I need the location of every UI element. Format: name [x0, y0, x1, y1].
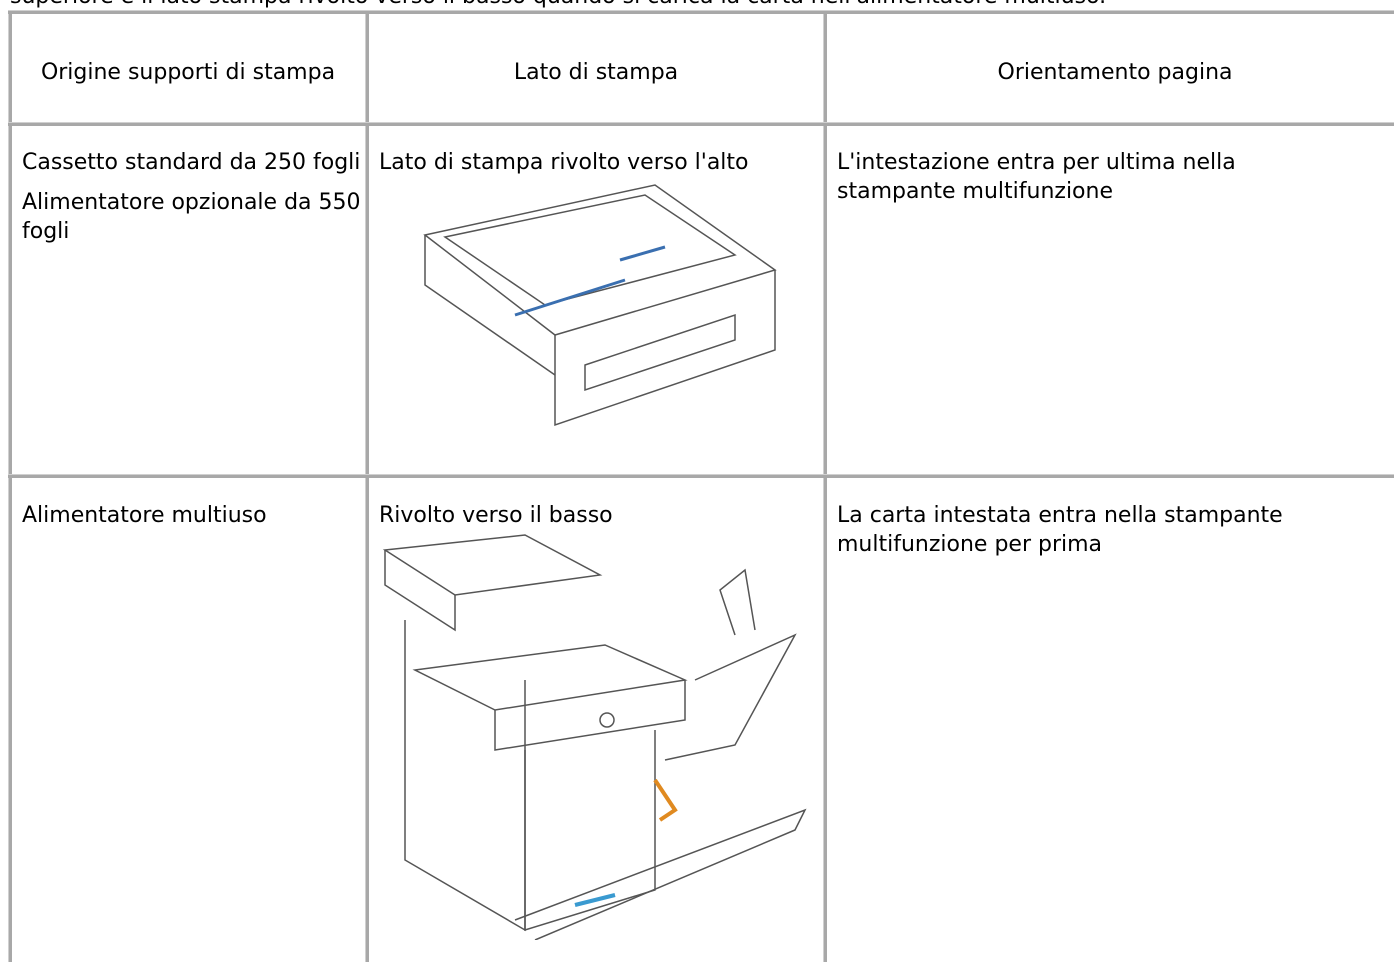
- cell: La carta intestata entra nella stampante…: [837, 503, 1283, 557]
- cell: Cassetto standard da 250 fogli Alimentat…: [22, 148, 362, 257]
- cell: L'intestazione entra per ultima nella st…: [837, 150, 1236, 204]
- paragraph: Alimentatore opzionale da 550 fogli: [22, 190, 361, 244]
- border: [8, 474, 1394, 478]
- cell: Lato di stampa rivolto verso l'alto: [379, 150, 749, 175]
- cell: Alimentatore multiuso: [22, 501, 362, 541]
- header-cell: Orientamento pagina: [997, 60, 1233, 85]
- header-cell: Origine supporti di stampa: [40, 60, 336, 85]
- paragraph: Cassetto standard da 250 fogli: [22, 150, 361, 175]
- intro-text: superiore e il lato stampa rivolto verso…: [10, 0, 1106, 11]
- header-cell: Lato di stampa: [513, 60, 679, 85]
- tray-illustration: [423, 184, 777, 427]
- border: [8, 122, 1394, 126]
- border: [365, 10, 369, 962]
- printer-illustration: [382, 534, 807, 940]
- border: [823, 10, 827, 962]
- paragraph: Alimentatore multiuso: [22, 503, 267, 528]
- border: [8, 10, 12, 962]
- border: [8, 10, 1394, 14]
- cell: Rivolto verso il basso: [379, 503, 613, 528]
